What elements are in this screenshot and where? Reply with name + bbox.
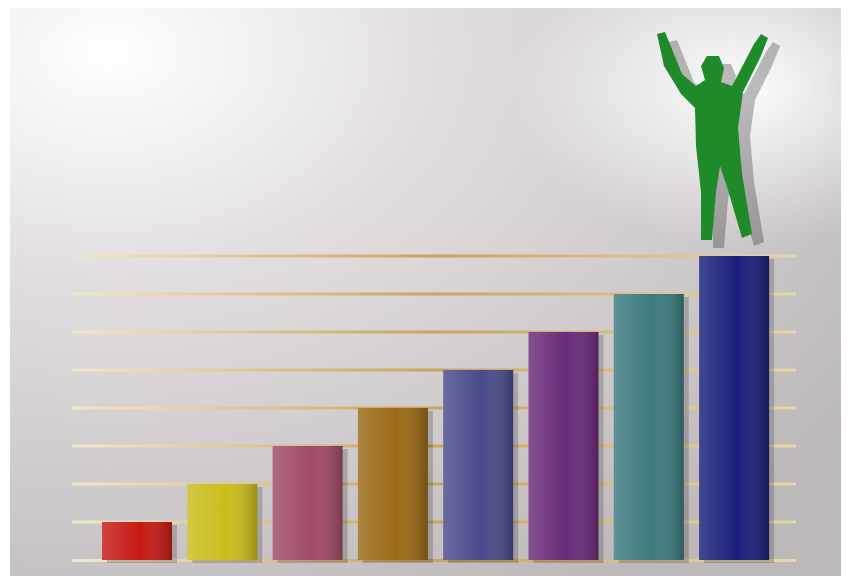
gridline xyxy=(72,368,796,372)
bar-highlight xyxy=(443,370,514,560)
bar-highlight xyxy=(102,522,172,560)
bar-highlight xyxy=(272,446,343,560)
bars xyxy=(102,256,775,563)
bar-highlight xyxy=(187,484,258,560)
figure-body xyxy=(657,32,768,240)
gridline xyxy=(72,406,796,410)
gridlines xyxy=(72,254,796,562)
gridline xyxy=(72,482,796,486)
gridline xyxy=(72,292,796,296)
bar-highlight xyxy=(528,332,599,560)
gridline xyxy=(72,330,796,334)
bar-highlight xyxy=(613,294,684,560)
celebrating-person-icon xyxy=(657,32,780,248)
gridline xyxy=(72,444,796,448)
baseline xyxy=(72,559,796,562)
bar-highlight xyxy=(699,256,770,560)
gridline xyxy=(72,254,796,258)
bar-highlight xyxy=(357,408,428,560)
gridline xyxy=(72,520,796,524)
